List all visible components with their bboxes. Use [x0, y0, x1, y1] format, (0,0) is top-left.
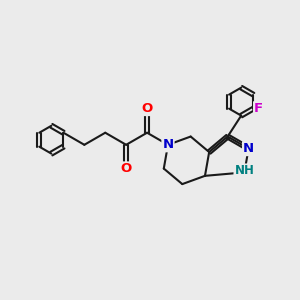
Text: N: N — [243, 142, 254, 155]
Text: O: O — [141, 102, 153, 115]
Text: F: F — [254, 102, 263, 115]
Text: O: O — [121, 162, 132, 176]
Text: N: N — [162, 138, 173, 151]
Text: NH: NH — [234, 164, 254, 177]
